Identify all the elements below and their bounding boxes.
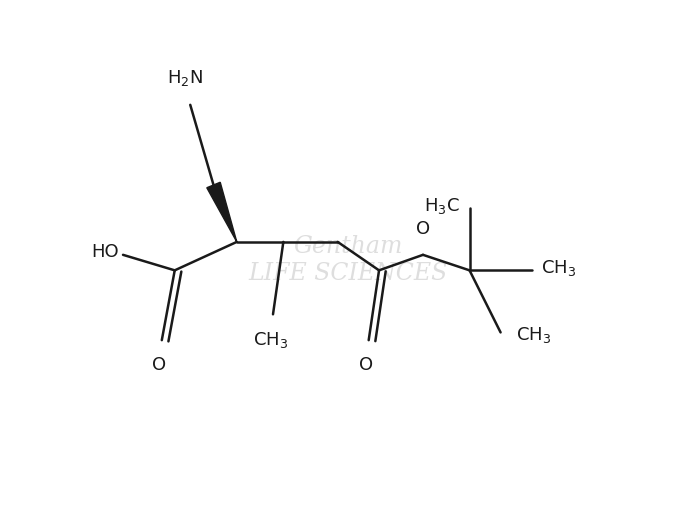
- Text: O: O: [416, 220, 430, 238]
- Text: O: O: [359, 356, 373, 374]
- Text: HO: HO: [91, 243, 119, 261]
- Text: H$_3$C: H$_3$C: [425, 196, 460, 216]
- Text: H$_2$N: H$_2$N: [167, 68, 203, 88]
- Text: Gentham
LIFE SCIENCES: Gentham LIFE SCIENCES: [248, 235, 448, 285]
- Text: CH$_3$: CH$_3$: [541, 258, 576, 278]
- Text: CH$_3$: CH$_3$: [253, 330, 288, 350]
- Text: O: O: [152, 356, 166, 374]
- Polygon shape: [207, 183, 237, 242]
- Text: CH$_3$: CH$_3$: [516, 325, 551, 345]
